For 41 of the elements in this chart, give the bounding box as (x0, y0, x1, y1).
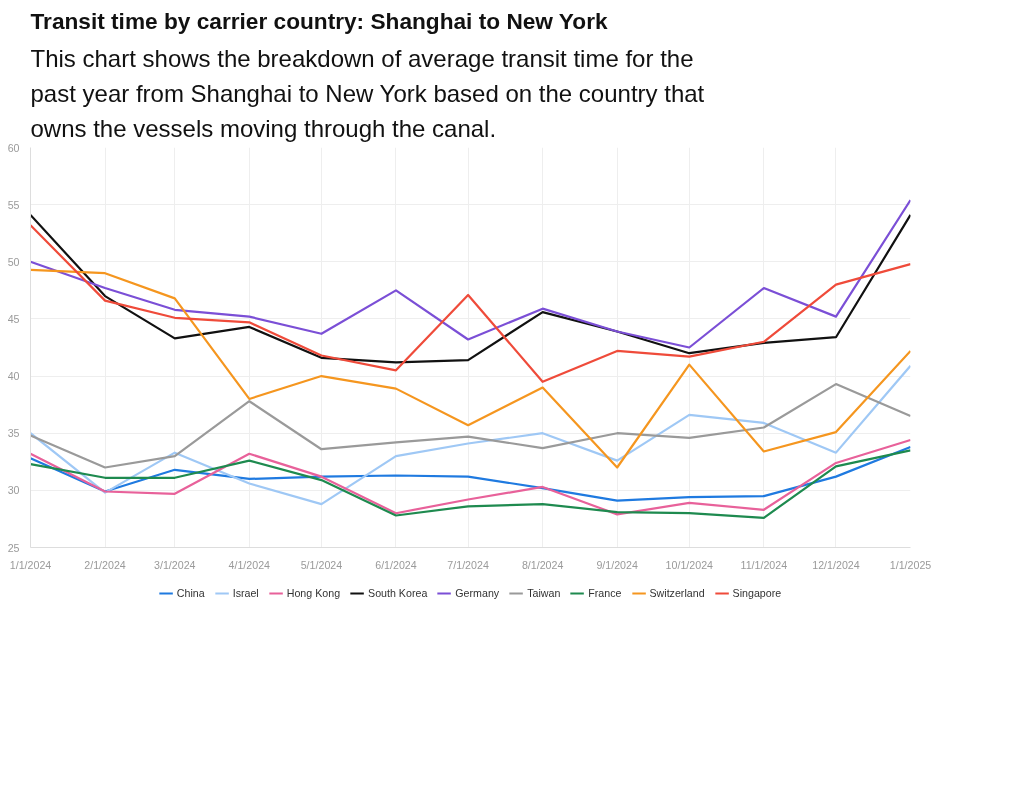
line-series (30, 449, 911, 519)
line-series (30, 364, 911, 506)
x-tick-label: 5/1/2024 (300, 558, 343, 571)
legend-label: China (176, 587, 205, 599)
x-tick-label: 1/1/2024 (9, 558, 52, 571)
x-tick-label: 8/1/2024 (521, 558, 564, 571)
y-tick-label: 55 (7, 198, 20, 211)
x-tick-label: 3/1/2024 (154, 558, 196, 571)
x-tick-label: 1/1/2025 (889, 558, 932, 571)
legend-label: Hong Kong (286, 587, 341, 599)
y-tick-label: 25 (7, 541, 20, 554)
legend-label: Israel (232, 587, 259, 599)
x-tick-label: 2/1/2024 (84, 558, 126, 571)
chart-subtitle: This chart shows the breakdown of average transit time for the past year from Shanghai to New York based on the country that owns the vessels moving through the canal. (30, 45, 705, 143)
line-series (30, 224, 911, 383)
x-tick-label: 10/1/2024 (665, 558, 714, 571)
y-tick-label: 40 (7, 370, 20, 383)
legend-label: South Korea (368, 587, 428, 599)
y-tick-label: 60 (7, 141, 20, 154)
y-tick-label: 50 (7, 255, 20, 268)
legend-label: Singapore (732, 587, 782, 599)
chart-title: Transit time by carrier country: Shanghai to New York (30, 7, 608, 34)
line-series (30, 445, 911, 502)
x-tick-label: 7/1/2024 (447, 558, 489, 571)
legend-label: Germany (455, 587, 500, 599)
legend-label: Switzerland (649, 587, 705, 599)
y-tick-label: 30 (7, 484, 20, 497)
x-tick-label: 4/1/2024 (228, 558, 271, 571)
line-series (30, 382, 911, 469)
x-tick-label: 6/1/2024 (375, 558, 417, 571)
legend-label: France (588, 587, 622, 599)
y-tick-label: 45 (7, 312, 20, 325)
line-series (30, 268, 911, 469)
y-tick-label: 35 (7, 427, 20, 440)
line-series (30, 438, 911, 516)
line-series (30, 213, 911, 364)
x-tick-label: 11/1/2024 (740, 558, 788, 571)
x-tick-label: 12/1/2024 (812, 558, 860, 571)
x-tick-label: 9/1/2024 (596, 558, 638, 571)
legend-label: Taiwan (527, 587, 561, 599)
line-series (30, 198, 911, 349)
